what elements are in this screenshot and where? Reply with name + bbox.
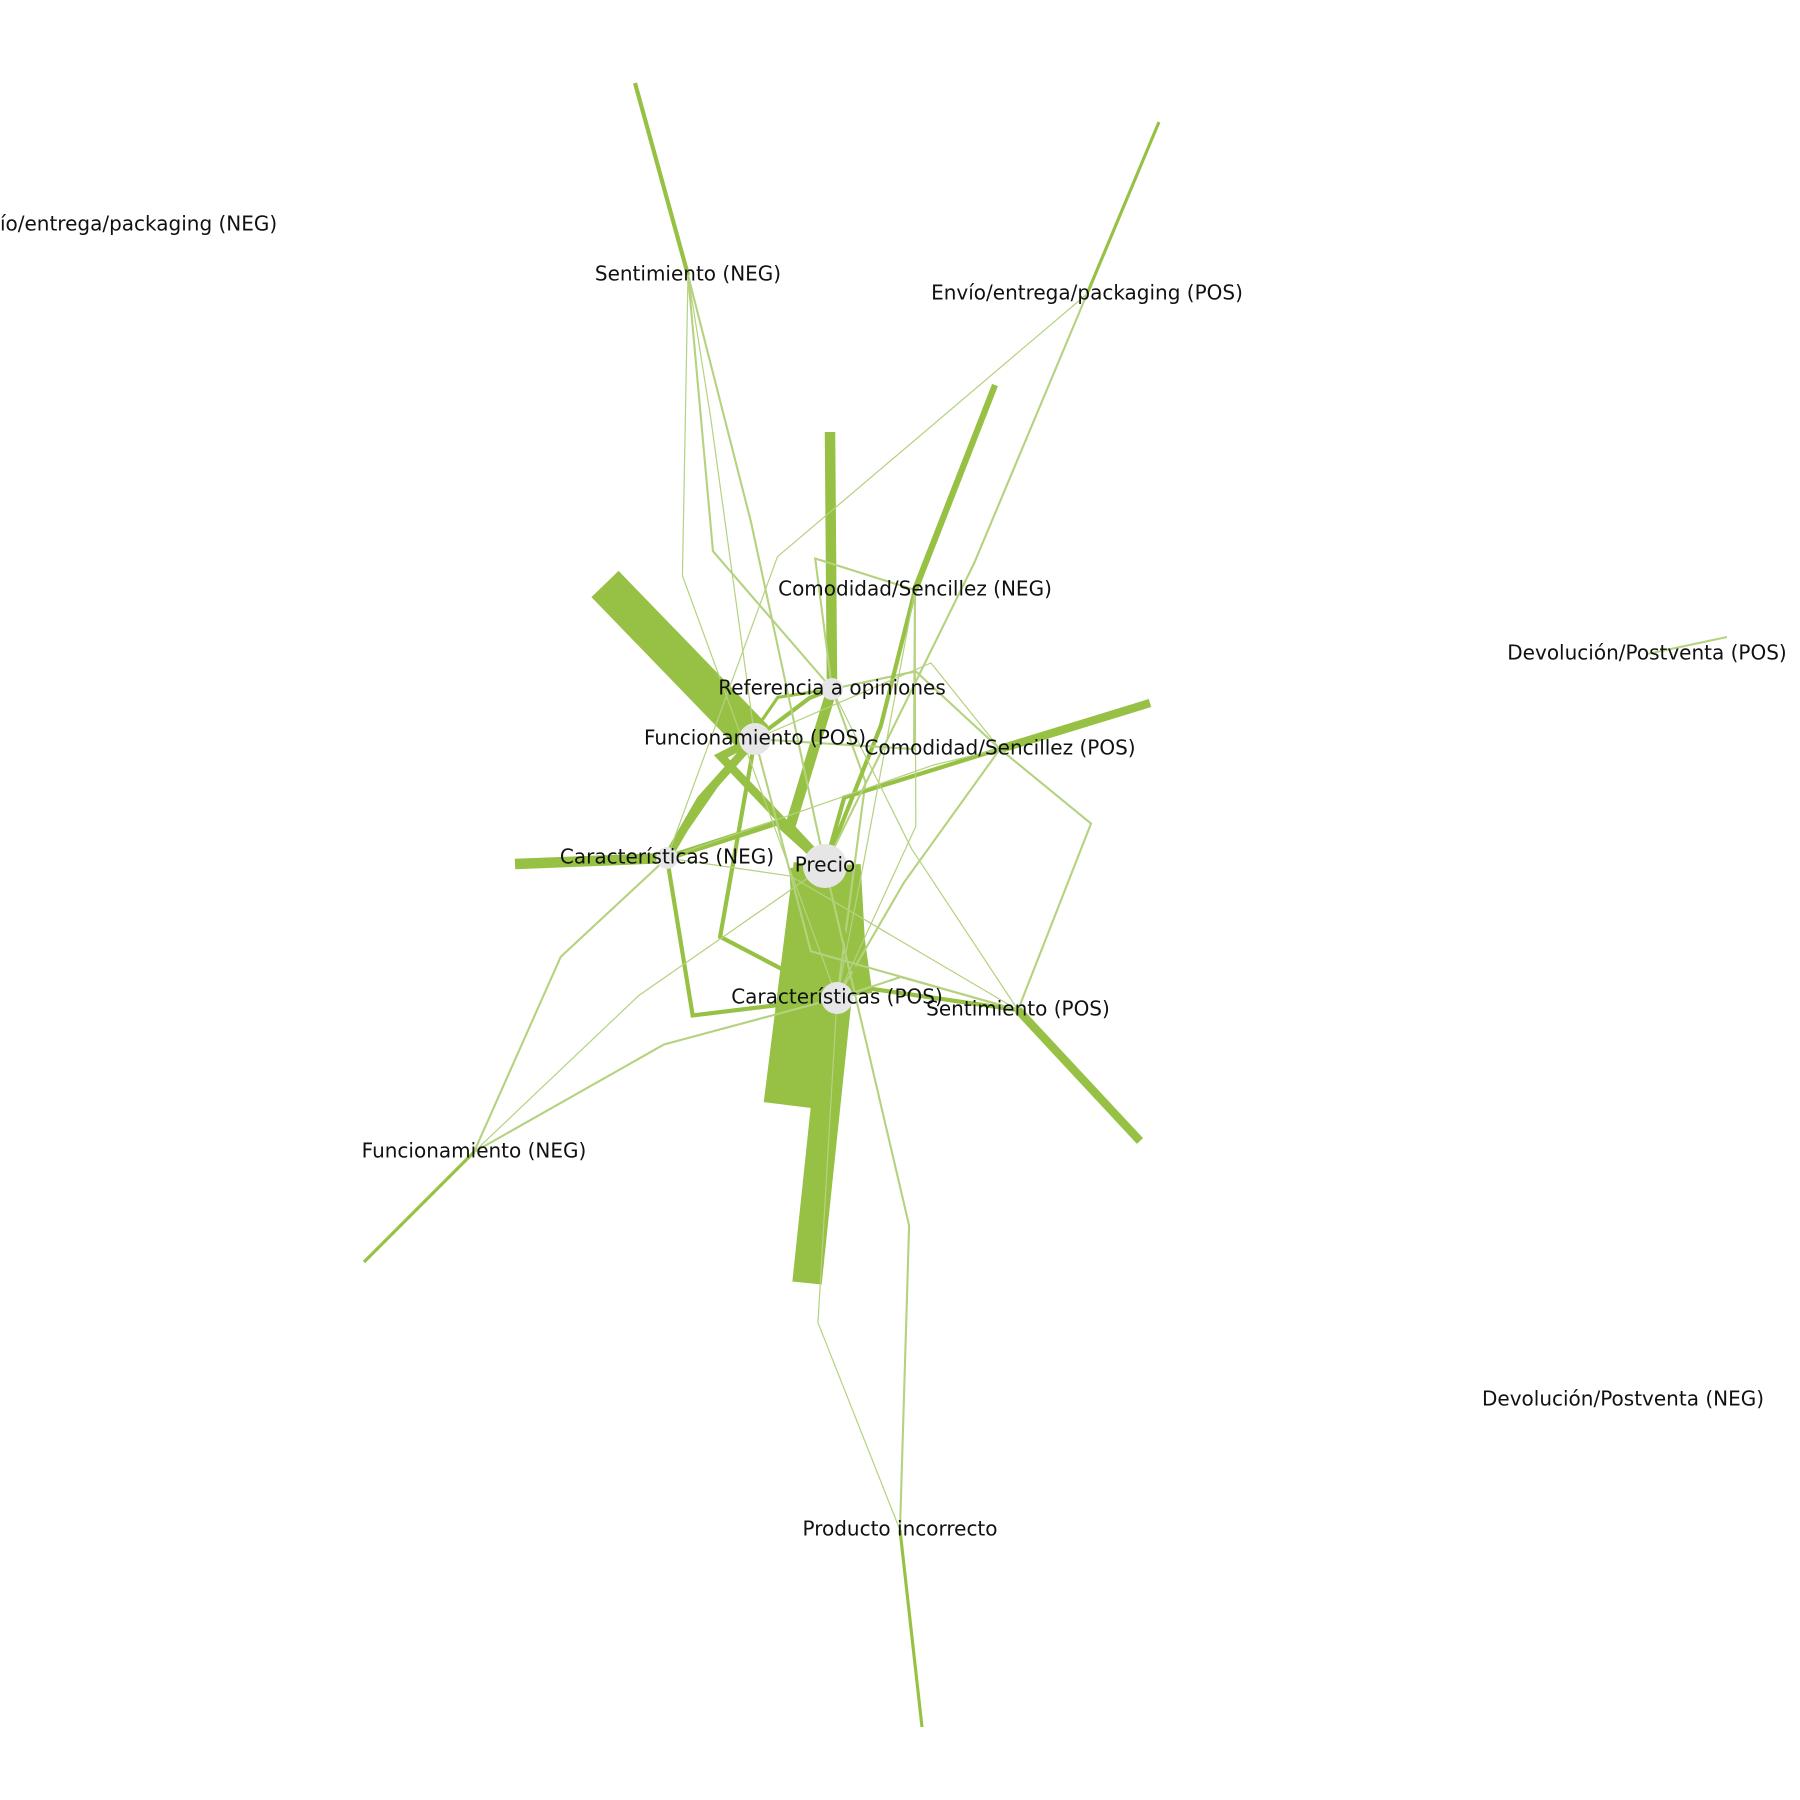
- node-label-caracteristicas_neg: Características (NEG): [560, 845, 774, 869]
- node-label-sentimiento_neg: Sentimiento (NEG): [595, 262, 781, 286]
- node-label-caracteristicas_pos: Características (POS): [731, 985, 943, 1009]
- web-edge-sentimiento_neg-funcionamiento_pos: [687, 274, 756, 740]
- edge-sentimiento_neg-precio: [686, 274, 827, 867]
- node-label-sentimiento_pos: Sentimiento (POS): [926, 997, 1110, 1021]
- web-edge-envio_pos-caracteristicas_neg: [666, 293, 1088, 859]
- edge-sentimiento_pos-funcionamiento_pos: [753, 738, 1019, 1012]
- node-caracteristicas_pos: [821, 982, 853, 1014]
- edge-referencia-referencia: [824, 431, 838, 690]
- edge-caracteristicas_neg-caracteristicas_neg: [514, 852, 668, 870]
- edge-producto_incorrecto-precio: [823, 865, 911, 1531]
- edge-envio_pos-precio: [824, 293, 1088, 867]
- edge-comodidad_pos-comodidad_pos: [998, 698, 1152, 754]
- web-edge-producto_incorrecto-caracteristicas_pos: [817, 997, 901, 1531]
- edges-layer: [362, 82, 1728, 1728]
- edge-caracteristicas_pos-caracteristicas_pos: [792, 996, 852, 1285]
- edge-precio-caracteristicas_pos: [789, 864, 873, 1003]
- node-label-comodidad_neg: Comodidad/Sencillez (NEG): [778, 577, 1052, 601]
- node-label-comodidad_pos: Comodidad/Sencillez (POS): [864, 736, 1135, 760]
- edge-funcionamiento_pos-funcionamiento_pos: [591, 570, 769, 753]
- labels-layer: Precio Características (POS) Característic…: [0, 212, 1787, 1541]
- node-label-precio: Precio: [795, 853, 856, 877]
- node-label-referencia: Referencia a opiniones: [718, 676, 946, 700]
- edge-funcionamiento_pos-caracteristicas_pos: [717, 738, 838, 1000]
- node-funcionamiento_pos: [739, 723, 771, 755]
- edge-comodidad_neg-comodidad_neg: [912, 383, 998, 592]
- web-edge-comodidad_pos-funcionamiento_pos: [754, 662, 1001, 750]
- node-label-envio_neg: Envío/entrega/packaging (NEG): [0, 212, 277, 236]
- edge-caracteristicas_neg-funcionamiento_neg: [473, 857, 668, 1153]
- edge-sentimiento_neg-referencia: [686, 274, 833, 690]
- edge-comodidad_neg-precio: [823, 589, 918, 867]
- node-label-envio_pos: Envío/entrega/packaging (POS): [931, 281, 1243, 305]
- web-edge-sentimiento_neg-caracteristicas_pos: [681, 274, 838, 999]
- nodes-layer: [656, 678, 853, 1014]
- edge-referencia-caracteristicas_neg: [665, 687, 833, 859]
- web-edge-sentimiento_pos-referencia: [831, 688, 1019, 1011]
- edge-envio_pos-envio_pos: [1085, 121, 1161, 295]
- node-label-producto_incorrecto: Producto incorrecto: [802, 1517, 997, 1541]
- edge-funcionamiento_neg-funcionamiento_neg: [362, 1150, 476, 1264]
- edge-comodidad_pos-precio: [822, 746, 1001, 867]
- edge-sentimiento_neg-sentimiento_neg: [632, 82, 691, 276]
- web-edge-comodidad_neg-caracteristicas_pos: [836, 589, 917, 999]
- node-label-funcionamiento_pos: Funcionamiento (POS): [644, 726, 866, 750]
- node-referencia: [821, 678, 843, 700]
- node-label-devolucion_pos: Devolución/Postventa (POS): [1507, 641, 1786, 665]
- node-label-devolucion_neg: Devolución/Postventa (NEG): [1482, 1387, 1764, 1411]
- web-edge-funcionamiento_neg-precio: [473, 865, 826, 1153]
- edge-comodidad_neg-referencia: [813, 557, 916, 690]
- edge-producto_incorrecto-producto_incorrecto: [898, 1529, 924, 1728]
- web-edge-comodidad_pos-caracteristicas_neg: [666, 748, 1001, 859]
- edge-devolucion_pos-devolucion_pos: [1646, 635, 1728, 656]
- web-edge-sentimiento_pos-caracteristicas_neg: [666, 857, 1019, 1011]
- edge-sentimiento_pos-precio: [822, 865, 1019, 1013]
- edge-comodidad_pos-sentimiento_pos: [999, 748, 1093, 1011]
- web-edge-caracteristicas_pos-comodidad_neg: [836, 589, 916, 999]
- edge-comodidad_pos-caracteristicas_pos: [836, 748, 1001, 999]
- edge-caracteristicas_neg-caracteristicas_pos: [664, 857, 838, 1018]
- node-label-funcionamiento_neg: Funcionamiento (NEG): [362, 1139, 587, 1163]
- node-precio: [803, 844, 847, 888]
- edge-caracteristicas_pos-funcionamiento_neg: [473, 996, 838, 1153]
- node-caracteristicas_neg: [656, 847, 678, 869]
- edge-sentimiento_pos-sentimiento_pos: [1014, 1007, 1144, 1144]
